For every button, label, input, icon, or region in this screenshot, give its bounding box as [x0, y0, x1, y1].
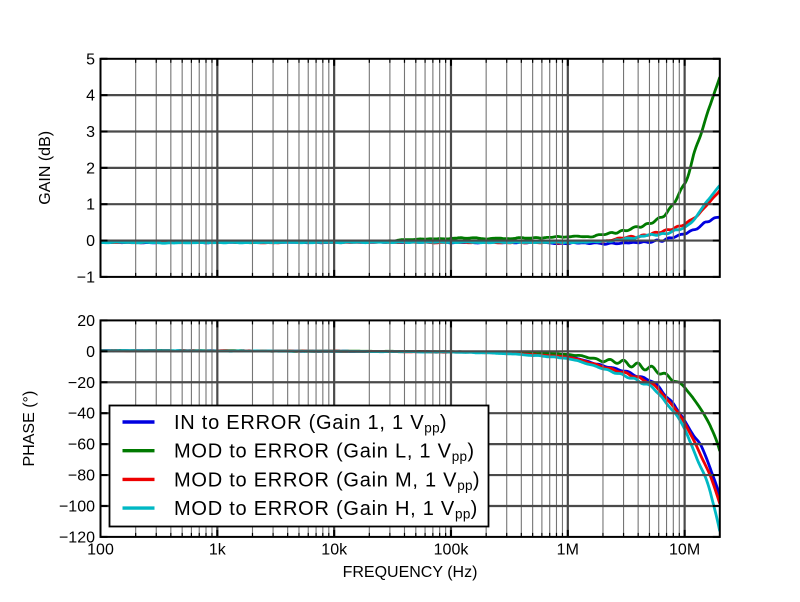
svg-text:PHASE (°): PHASE (°) — [21, 391, 38, 467]
svg-text:20: 20 — [77, 313, 95, 330]
svg-text:MOD to ERROR (Gain M, 1 Vpp): MOD to ERROR (Gain M, 1 Vpp) — [174, 469, 480, 493]
svg-text:10M: 10M — [669, 542, 700, 559]
svg-text:−120: −120 — [59, 529, 95, 546]
svg-text:IN to ERROR (Gain 1, 1 Vpp): IN to ERROR (Gain 1, 1 Vpp) — [174, 412, 447, 436]
svg-text:10k: 10k — [321, 542, 348, 559]
svg-text:0: 0 — [86, 344, 95, 361]
svg-text:GAIN (dB): GAIN (dB) — [37, 131, 54, 205]
svg-text:5: 5 — [86, 51, 95, 68]
svg-text:−60: −60 — [68, 437, 95, 454]
svg-text:100k: 100k — [434, 542, 470, 559]
svg-text:−100: −100 — [59, 499, 95, 516]
svg-text:1k: 1k — [209, 542, 227, 559]
svg-text:−20: −20 — [68, 375, 95, 392]
svg-text:MOD to ERROR (Gain L, 1 Vpp): MOD to ERROR (Gain L, 1 Vpp) — [174, 441, 475, 465]
svg-text:0: 0 — [86, 233, 95, 250]
svg-text:−40: −40 — [68, 406, 95, 423]
svg-text:1: 1 — [86, 197, 95, 214]
svg-text:4: 4 — [86, 88, 95, 105]
svg-text:−80: −80 — [68, 468, 95, 485]
svg-text:3: 3 — [86, 124, 95, 141]
svg-text:MOD to ERROR (Gain H, 1 Vpp): MOD to ERROR (Gain H, 1 Vpp) — [174, 498, 478, 522]
svg-text:2: 2 — [86, 160, 95, 177]
svg-text:−1: −1 — [77, 269, 95, 286]
svg-text:100: 100 — [87, 542, 114, 559]
svg-text:1M: 1M — [557, 542, 579, 559]
svg-text:FREQUENCY (Hz): FREQUENCY (Hz) — [343, 564, 478, 581]
